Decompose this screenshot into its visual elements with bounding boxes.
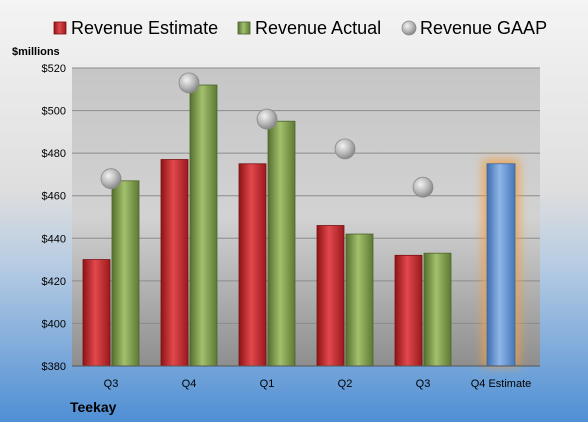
marker-revenue-gaap (178, 72, 200, 94)
legend-swatch-revenue-actual (237, 21, 251, 35)
y-tick-label: $500 (42, 106, 66, 118)
y-tick-label: $380 (42, 361, 66, 373)
axes: $380 $400 $420 $440 $460 $480 $500 $520 Q3 Q4 Q1 Q2… (42, 63, 540, 390)
x-tick-label: Q1 (260, 378, 275, 390)
legend-label: Revenue Estimate (71, 18, 218, 38)
y-tick-label: $440 (42, 233, 66, 245)
bar-revenue-actual (189, 84, 218, 367)
marker-revenue-gaap (412, 176, 434, 198)
x-tick-label: Q4 Estimate (471, 378, 532, 390)
x-tick-label: Q4 (182, 378, 197, 390)
gaap-markers (100, 72, 434, 198)
legend-label: Revenue GAAP (420, 18, 547, 38)
y-tick-label: $400 (42, 318, 66, 330)
y-tick-label: $480 (42, 148, 66, 160)
marker-revenue-gaap (256, 108, 278, 130)
legend: Revenue Estimate Revenue Actual Revenue GA… (53, 18, 547, 38)
y-tick-label: $520 (42, 63, 66, 75)
company-name: Teekay (70, 399, 117, 415)
bar-q4-estimate (486, 163, 516, 367)
marker-revenue-gaap (334, 138, 356, 160)
legend-swatch-revenue-gaap (401, 20, 417, 36)
bar-revenue-estimate (82, 259, 111, 367)
bar-revenue-estimate (238, 163, 267, 367)
bar-revenue-estimate (160, 159, 189, 367)
x-tick-label: Q2 (338, 378, 353, 390)
plot-area (72, 68, 540, 366)
bar-revenue-actual (345, 233, 374, 367)
y-tick-label: $460 (42, 191, 66, 203)
y-axis-label: $millions (12, 46, 60, 58)
bar-revenue-estimate (316, 225, 345, 367)
legend-swatch-revenue-estimate (53, 21, 67, 35)
bar-revenue-actual (423, 252, 452, 367)
bars (82, 84, 519, 367)
marker-revenue-gaap (100, 168, 122, 190)
legend-label: Revenue Actual (255, 18, 381, 38)
y-tick-label: $420 (42, 276, 66, 288)
x-tick-label: Q3 (416, 378, 431, 390)
bar-revenue-actual (111, 180, 140, 367)
bar-revenue-actual (267, 120, 296, 367)
x-tick-label: Q3 (104, 378, 119, 390)
bar-revenue-estimate (394, 254, 423, 367)
